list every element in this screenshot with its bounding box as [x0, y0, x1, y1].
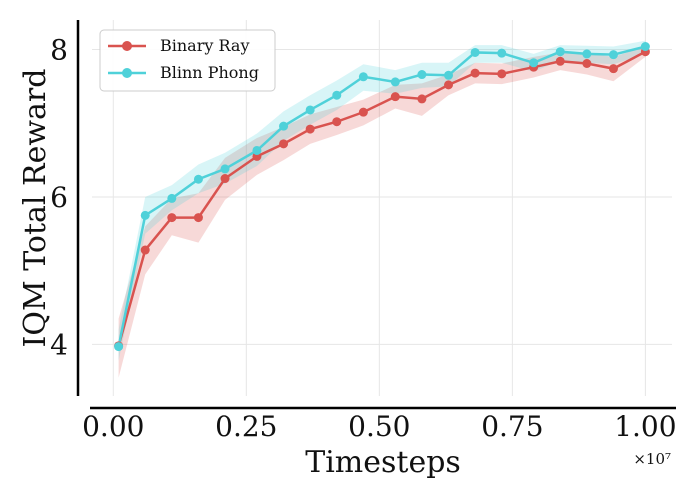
x-axis-multiplier: ×10⁷: [633, 450, 671, 468]
y-tick-label: 8: [50, 33, 68, 66]
confidence-bands: [118, 40, 646, 378]
x-tick-label: 0.75: [481, 410, 543, 443]
point-blinn-phong: [167, 193, 177, 203]
point-blinn-phong: [417, 70, 427, 80]
point-blinn-phong: [608, 50, 618, 60]
legend-marker-binary-ray: [122, 41, 132, 51]
point-binary-ray: [167, 213, 177, 223]
series-points: [114, 42, 650, 352]
point-blinn-phong: [640, 42, 650, 52]
point-blinn-phong: [140, 210, 150, 220]
point-blinn-phong: [529, 58, 539, 68]
point-blinn-phong: [220, 164, 230, 174]
point-binary-ray: [444, 80, 454, 90]
y-tick-labels: 4 6 8: [50, 33, 68, 361]
point-binary-ray: [305, 124, 315, 134]
point-blinn-phong: [470, 47, 480, 57]
legend-marker-blinn-phong: [122, 68, 132, 78]
point-blinn-phong: [444, 70, 454, 80]
x-tick-label: 0.25: [215, 410, 277, 443]
x-tick-label: 0.50: [348, 410, 410, 443]
point-binary-ray: [220, 174, 230, 184]
legend: Binary Ray Blinn Phong: [99, 29, 276, 92]
point-binary-ray: [582, 58, 592, 68]
line-blinn-phong: [117, 45, 646, 347]
y-axis-label: IQM Total Reward: [18, 69, 53, 348]
point-blinn-phong: [390, 77, 400, 87]
point-binary-ray: [608, 64, 618, 74]
point-binary-ray: [555, 56, 565, 66]
point-blinn-phong: [332, 90, 342, 100]
point-binary-ray: [497, 69, 507, 79]
point-binary-ray: [193, 213, 203, 223]
point-binary-ray: [279, 139, 289, 149]
point-blinn-phong: [555, 47, 565, 57]
line-binary-ray: [117, 50, 646, 347]
legend-label-blinn-phong: Blinn Phong: [160, 63, 259, 82]
x-tick-labels: 0.00 0.25 0.50 0.75 1.00: [82, 410, 676, 443]
point-blinn-phong: [497, 48, 507, 58]
point-binary-ray: [417, 94, 427, 104]
point-blinn-phong: [582, 49, 592, 59]
point-blinn-phong: [193, 174, 203, 184]
series-lines: [117, 45, 646, 347]
point-binary-ray: [358, 107, 368, 117]
point-binary-ray: [470, 68, 480, 78]
x-tick-label: 1.00: [614, 410, 676, 443]
point-blinn-phong: [252, 145, 262, 155]
y-tick-label: 6: [50, 181, 68, 214]
point-blinn-phong: [305, 105, 315, 115]
point-blinn-phong: [358, 72, 368, 82]
point-blinn-phong: [279, 121, 289, 131]
legend-label-binary-ray: Binary Ray: [160, 36, 249, 55]
y-tick-label: 4: [50, 328, 68, 361]
point-binary-ray: [332, 117, 342, 127]
x-tick-label: 0.00: [82, 410, 144, 443]
point-binary-ray: [390, 92, 400, 102]
point-blinn-phong: [114, 342, 124, 352]
point-binary-ray: [140, 245, 150, 255]
x-axis-label: Timesteps: [305, 445, 461, 480]
band-binary-ray: [118, 46, 646, 378]
